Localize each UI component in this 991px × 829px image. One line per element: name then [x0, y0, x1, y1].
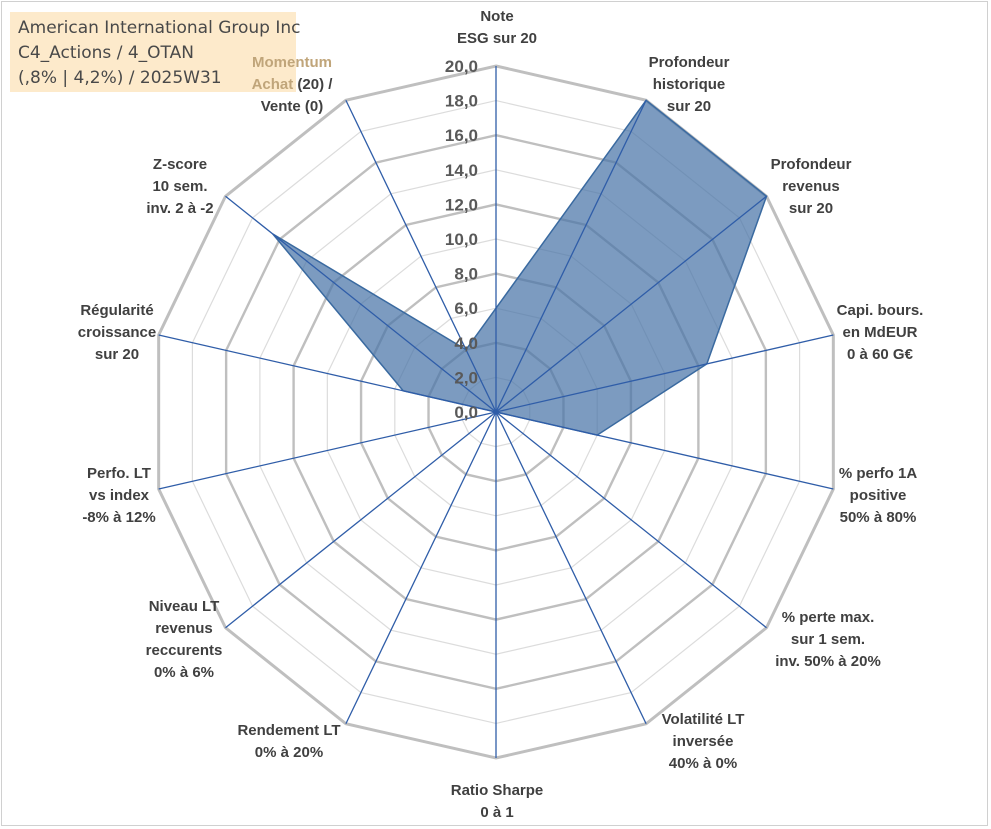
axis-label-line: Capi. bours.	[836, 302, 924, 319]
axis-label-line: Z-score	[152, 156, 208, 173]
axis-label: Niveau LT revenus reccurents 0% à 6%	[94, 596, 274, 684]
axis-label-line: ESG sur 20	[456, 30, 538, 47]
spoke	[495, 334, 834, 413]
axis-label-line: Régularité	[80, 302, 154, 319]
axis-label-line: Rendement LT	[237, 722, 341, 739]
axis-label: Momentum Achat (20) / Vente (0)	[202, 52, 382, 118]
spoke	[495, 411, 647, 725]
series-area	[272, 99, 768, 436]
spoke	[225, 411, 497, 629]
axis-label: % perte max. sur 1 sem. inv. 50% à 20%	[738, 607, 918, 673]
spoke	[495, 411, 834, 490]
axis-label-line: revenus	[155, 620, 213, 637]
axis-label-line: Momentum	[252, 54, 332, 71]
axis-label-line: % perte max.	[781, 609, 875, 626]
axis-label: Rendement LT 0% à 20%	[199, 720, 379, 764]
tick-label: 16,0	[445, 126, 478, 145]
axis-label-line: 0% à 6%	[153, 664, 215, 681]
info-company: American International Group Inc	[18, 18, 301, 38]
axis-label-line: 40% à 0%	[668, 755, 738, 772]
axis-label-line: positive	[849, 487, 907, 504]
spoke	[345, 411, 497, 725]
axis-label-line: en MdEUR	[842, 324, 918, 341]
tick-label: 20,0	[445, 57, 478, 76]
tick-label: 8,0	[454, 265, 478, 284]
axis-label-line: Ratio Sharpe	[450, 782, 544, 799]
axis-label-line: sur 1 sem.	[790, 631, 866, 648]
axis-label-line: Perfo. LT	[87, 465, 151, 482]
axis-label: Perfo. LT vs index -8% à 12%	[29, 463, 209, 529]
spoke	[225, 195, 497, 413]
axis-label-line: Volatilité LT	[661, 711, 745, 728]
axis-label: Profondeur historique sur 20	[599, 52, 779, 118]
axis-label: % perfo 1A positive 50% à 80%	[788, 463, 968, 529]
spoke	[158, 411, 497, 490]
axis-label-line: inv. 50% à 20%	[775, 653, 881, 670]
info-category: C4_Actions / 4_OTAN	[18, 43, 194, 63]
axis-label: Capi. bours. en MdEUR 0 à 60 G€	[790, 300, 970, 366]
axis-label-line: sur 20	[94, 346, 140, 363]
tick-label: 12,0	[445, 195, 478, 214]
axis-label-line: 0 à 1	[480, 804, 514, 821]
tick-label: 14,0	[445, 161, 478, 180]
axis-label-line: historique	[652, 76, 726, 93]
axis-label-line: 50% à 80%	[839, 509, 917, 526]
axis-label-line: % perfo 1A	[838, 465, 918, 482]
spoke	[158, 334, 497, 413]
axis-label-line: inversée	[672, 733, 734, 750]
tick-label: 0,0	[454, 403, 478, 422]
axis-label-line: 10 sem.	[152, 178, 208, 195]
info-box: American International Group Inc C4_Acti…	[10, 12, 301, 92]
axis-label-line: Vente (0)	[260, 98, 324, 115]
tick-label: 2,0	[454, 368, 478, 387]
radar-spokes	[158, 66, 834, 758]
axis-label: Z-score 10 sem. inv. 2 à -2	[90, 154, 270, 220]
axis-label-line: Profondeur	[648, 54, 730, 71]
spoke	[495, 99, 647, 413]
axis-label-line: croissance	[77, 324, 157, 341]
axis-label-line: 0 à 60 G€	[847, 346, 913, 363]
axis-label-line: vs index	[88, 487, 150, 504]
info-range-week: (,8% | 4,2%) / 2025W31	[18, 68, 222, 88]
axis-label: Profondeur revenus sur 20	[721, 154, 901, 220]
axis-label-line: -8% à 12%	[82, 509, 156, 526]
spoke	[345, 99, 497, 413]
radial-tick-labels: 0,0 2,0 4,0 6,0 8,0 10,0 12,0 14,0 16,0 18,0 20,0	[445, 57, 478, 422]
axis-label-line: Niveau LT	[148, 598, 220, 615]
axis-label: Régularité croissance sur 20	[27, 300, 207, 366]
axis-label-line: sur 20	[666, 98, 712, 115]
axis-label: Ratio Sharpe 0 à 1	[407, 780, 587, 824]
axis-label-line: Achat (20) /	[251, 76, 333, 93]
axis-label-line: 0% à 20%	[254, 744, 324, 761]
axis-label-line: revenus	[782, 178, 840, 195]
axis-label: Note ESG sur 20	[407, 6, 587, 50]
axis-label-line: Note	[480, 8, 514, 25]
axis-label-line: Profondeur	[770, 156, 852, 173]
tick-label: 6,0	[454, 299, 478, 318]
axis-label: Volatilité LT inversée 40% à 0%	[613, 709, 793, 775]
spoke	[495, 411, 767, 629]
tick-label: 4,0	[454, 334, 478, 353]
axis-label-line: inv. 2 à -2	[146, 200, 214, 217]
radar-series	[272, 99, 768, 436]
tick-label: 18,0	[445, 92, 478, 111]
axis-label-line: reccurents	[145, 642, 223, 659]
spoke	[495, 195, 767, 413]
axis-label-line: sur 20	[788, 200, 834, 217]
tick-label: 10,0	[445, 230, 478, 249]
